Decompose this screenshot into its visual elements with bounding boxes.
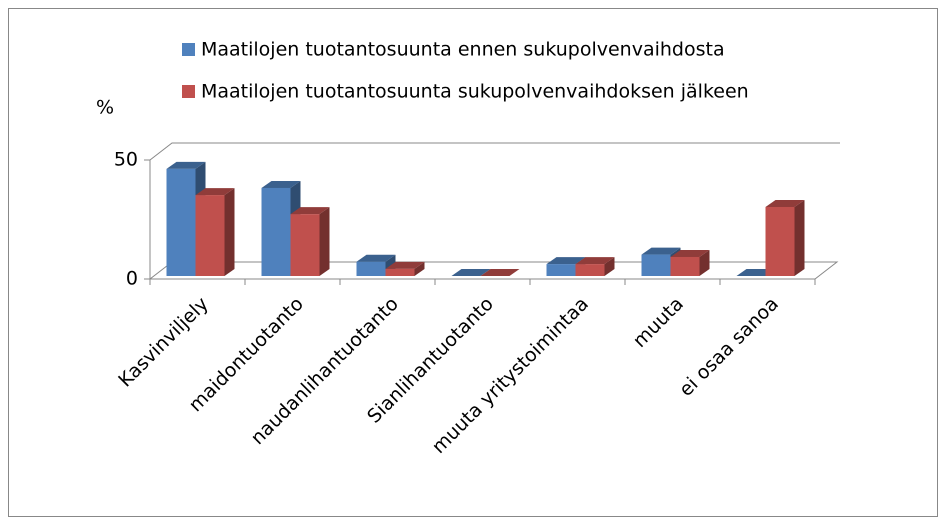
bar-top xyxy=(641,247,681,255)
bar-top xyxy=(451,269,491,276)
bar-top xyxy=(166,161,206,169)
bar-top xyxy=(765,199,805,207)
grid-line xyxy=(149,142,840,161)
bar xyxy=(670,256,700,276)
legend-swatch xyxy=(182,43,195,56)
bar-top xyxy=(670,249,710,257)
bar-top xyxy=(575,257,615,265)
bar-side xyxy=(794,199,805,276)
bar xyxy=(356,261,386,276)
bar-side xyxy=(604,257,615,276)
y-tick-label: 50 xyxy=(114,149,138,171)
bar-top xyxy=(261,180,301,188)
bar xyxy=(385,268,415,276)
bar-top xyxy=(480,269,520,276)
y-axis-label: % xyxy=(96,97,114,119)
bar xyxy=(575,264,605,276)
bar-side xyxy=(224,188,235,276)
legend-label: Maatilojen tuotantosuunta sukupolvenvaih… xyxy=(201,81,749,103)
bar-top xyxy=(546,257,586,265)
bar xyxy=(166,168,196,276)
y-tick-label: 0 xyxy=(126,268,138,290)
bar xyxy=(290,214,320,276)
bar xyxy=(195,195,225,276)
bar xyxy=(765,206,795,276)
bar-top xyxy=(356,254,396,262)
bar xyxy=(546,264,576,276)
bar-top xyxy=(385,261,425,269)
floor xyxy=(148,261,839,280)
bar-side xyxy=(319,207,330,276)
bar xyxy=(641,254,671,276)
legend-swatch xyxy=(182,85,195,98)
bar-side xyxy=(414,261,425,276)
bar-top xyxy=(195,188,235,196)
bar-top xyxy=(290,207,330,215)
bar-side xyxy=(699,249,710,276)
legend-label: Maatilojen tuotantosuunta ennen sukupolv… xyxy=(201,39,725,61)
bar xyxy=(261,187,291,276)
